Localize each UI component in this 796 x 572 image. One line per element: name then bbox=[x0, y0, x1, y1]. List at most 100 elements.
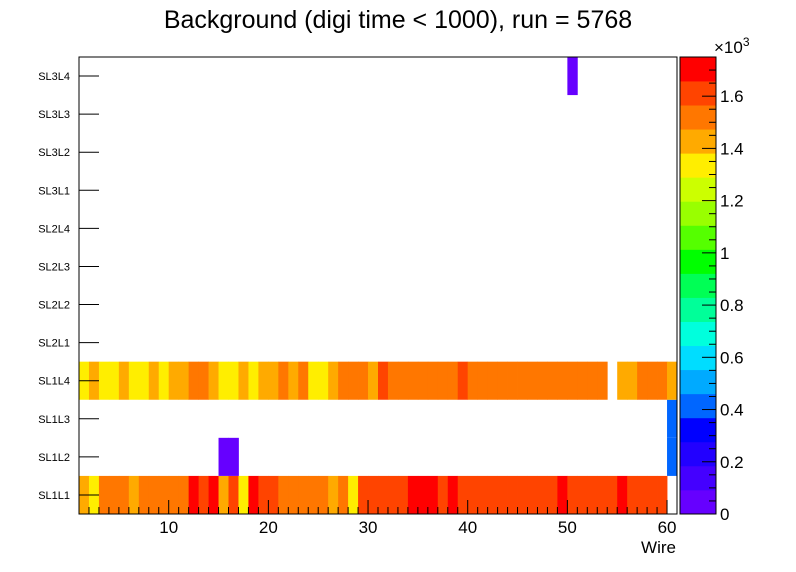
heatmap-cell bbox=[378, 361, 389, 400]
heatmap-cell bbox=[148, 361, 160, 400]
heatmap-cell bbox=[437, 361, 449, 400]
color-scale-tick-label: 0.8 bbox=[720, 296, 744, 315]
color-scale-tick-label: 1.2 bbox=[720, 192, 744, 211]
heatmap-cell bbox=[268, 361, 279, 400]
heatmap-cell bbox=[118, 361, 130, 400]
heatmap-cell bbox=[198, 361, 209, 400]
heatmap-cell bbox=[198, 475, 209, 514]
heatmap-cell bbox=[108, 475, 120, 514]
heatmap-cell bbox=[208, 475, 219, 514]
heatmap-cell bbox=[657, 475, 668, 514]
color-scale-band bbox=[680, 57, 716, 82]
heatmap-cell bbox=[597, 361, 608, 400]
heatmap-cell bbox=[637, 475, 648, 514]
heatmap-cell bbox=[627, 475, 638, 514]
heatmap-cell bbox=[667, 399, 678, 438]
heatmap-cell bbox=[188, 361, 199, 400]
heatmap-cell bbox=[358, 361, 369, 400]
heatmap-cell bbox=[248, 475, 259, 514]
heatmap-cell bbox=[477, 361, 489, 400]
heatmap-cell bbox=[178, 361, 190, 400]
x-tick-label: 40 bbox=[458, 518, 477, 537]
heatmap-cell bbox=[537, 361, 548, 400]
heatmap-cell bbox=[168, 361, 180, 400]
color-scale: 0 0.2 0.4 0.6 0.8 1 1.2 1.4 1.6 bbox=[679, 56, 744, 524]
heatmap-cell bbox=[238, 361, 249, 400]
x-tick-label: 50 bbox=[558, 518, 577, 537]
color-scale-band bbox=[680, 465, 716, 491]
color-scale-tick-label: 1.4 bbox=[720, 139, 744, 158]
heatmap-cell bbox=[447, 361, 459, 400]
x-tick-label: 10 bbox=[159, 518, 178, 537]
heatmap-cell bbox=[627, 361, 638, 400]
color-scale-band bbox=[680, 321, 716, 347]
color-scale-tick-label: 0.4 bbox=[720, 401, 744, 420]
heatmap-cell bbox=[507, 475, 518, 514]
heatmap-cell bbox=[148, 475, 160, 514]
heatmap-cell bbox=[138, 361, 150, 400]
heatmap-cell bbox=[328, 361, 339, 400]
heatmap-cell bbox=[527, 475, 538, 514]
heatmap-cells bbox=[79, 57, 678, 514]
heatmap-cell bbox=[278, 475, 289, 514]
heatmap-cell bbox=[657, 361, 668, 400]
heatmap-cell bbox=[467, 361, 479, 400]
heatmap-cell bbox=[567, 361, 578, 400]
heatmap-cell bbox=[487, 475, 498, 514]
y-tick-label: SL2L1 bbox=[38, 338, 70, 350]
heatmap-cell bbox=[397, 361, 409, 400]
heatmap-cell bbox=[427, 361, 439, 400]
x-tick-label: 60 bbox=[658, 518, 677, 537]
heatmap-cell bbox=[228, 437, 239, 476]
color-scale-tick-label: 1.6 bbox=[720, 87, 744, 106]
heatmap-cell bbox=[158, 361, 170, 400]
x-axis: 10 20 30 40 50 60 bbox=[88, 500, 677, 537]
color-scale-band bbox=[680, 489, 716, 515]
color-scale-multiplier: ×103 bbox=[714, 35, 750, 57]
heatmap-cell bbox=[457, 475, 469, 514]
heatmap-cell bbox=[407, 361, 419, 400]
color-scale-multiplier-exponent: 3 bbox=[743, 35, 750, 49]
y-tick-label: SL3L3 bbox=[38, 109, 70, 121]
heatmap-cell bbox=[507, 361, 518, 400]
y-tick-label: SL3L2 bbox=[38, 147, 70, 159]
y-tick-label: SL1L3 bbox=[38, 414, 70, 426]
heatmap-cell bbox=[218, 361, 229, 400]
heatmap-cell bbox=[497, 475, 508, 514]
heatmap-cell bbox=[288, 361, 299, 400]
color-scale-band bbox=[680, 417, 716, 443]
heatmap-cell bbox=[497, 361, 508, 400]
x-axis-label: Wire bbox=[641, 538, 676, 557]
heatmap-cell bbox=[487, 361, 498, 400]
heatmap-cell bbox=[537, 475, 548, 514]
y-tick-label: SL2L4 bbox=[38, 223, 70, 235]
heatmap-cell bbox=[437, 475, 449, 514]
heatmap-cell bbox=[577, 475, 588, 514]
plot-frame bbox=[78, 56, 678, 515]
heatmap-cell bbox=[557, 361, 568, 400]
heatmap-cell bbox=[298, 475, 309, 514]
heatmap-cell bbox=[378, 475, 389, 514]
color-scale-tick-label: 1 bbox=[720, 244, 729, 263]
heatmap-cell bbox=[218, 475, 229, 514]
heatmap-cell bbox=[248, 361, 259, 400]
heatmap-cell bbox=[527, 361, 538, 400]
color-scale-band bbox=[680, 369, 716, 395]
heatmap-cell bbox=[258, 361, 269, 400]
heatmap-cell bbox=[128, 361, 140, 400]
heatmap-cell bbox=[348, 361, 359, 400]
heatmap-cell bbox=[118, 475, 130, 514]
heatmap-cell bbox=[557, 475, 568, 514]
heatmap-cell bbox=[98, 361, 110, 400]
heatmap-cell bbox=[447, 475, 459, 514]
color-scale-frame bbox=[679, 56, 717, 515]
heatmap-cell bbox=[228, 361, 239, 400]
heatmap-cell bbox=[368, 475, 379, 514]
color-scale-band bbox=[680, 153, 716, 178]
color-scale-band bbox=[680, 225, 716, 250]
heatmap-cell bbox=[517, 361, 528, 400]
heatmap-cell bbox=[168, 475, 180, 514]
y-axis: SL1L1 SL1L2 SL1L3 SL1L4 SL2L1 SL2L2 SL2L3 SL2L4… bbox=[38, 71, 99, 502]
heatmap-cell bbox=[348, 475, 359, 514]
heatmap-cell bbox=[567, 475, 578, 514]
